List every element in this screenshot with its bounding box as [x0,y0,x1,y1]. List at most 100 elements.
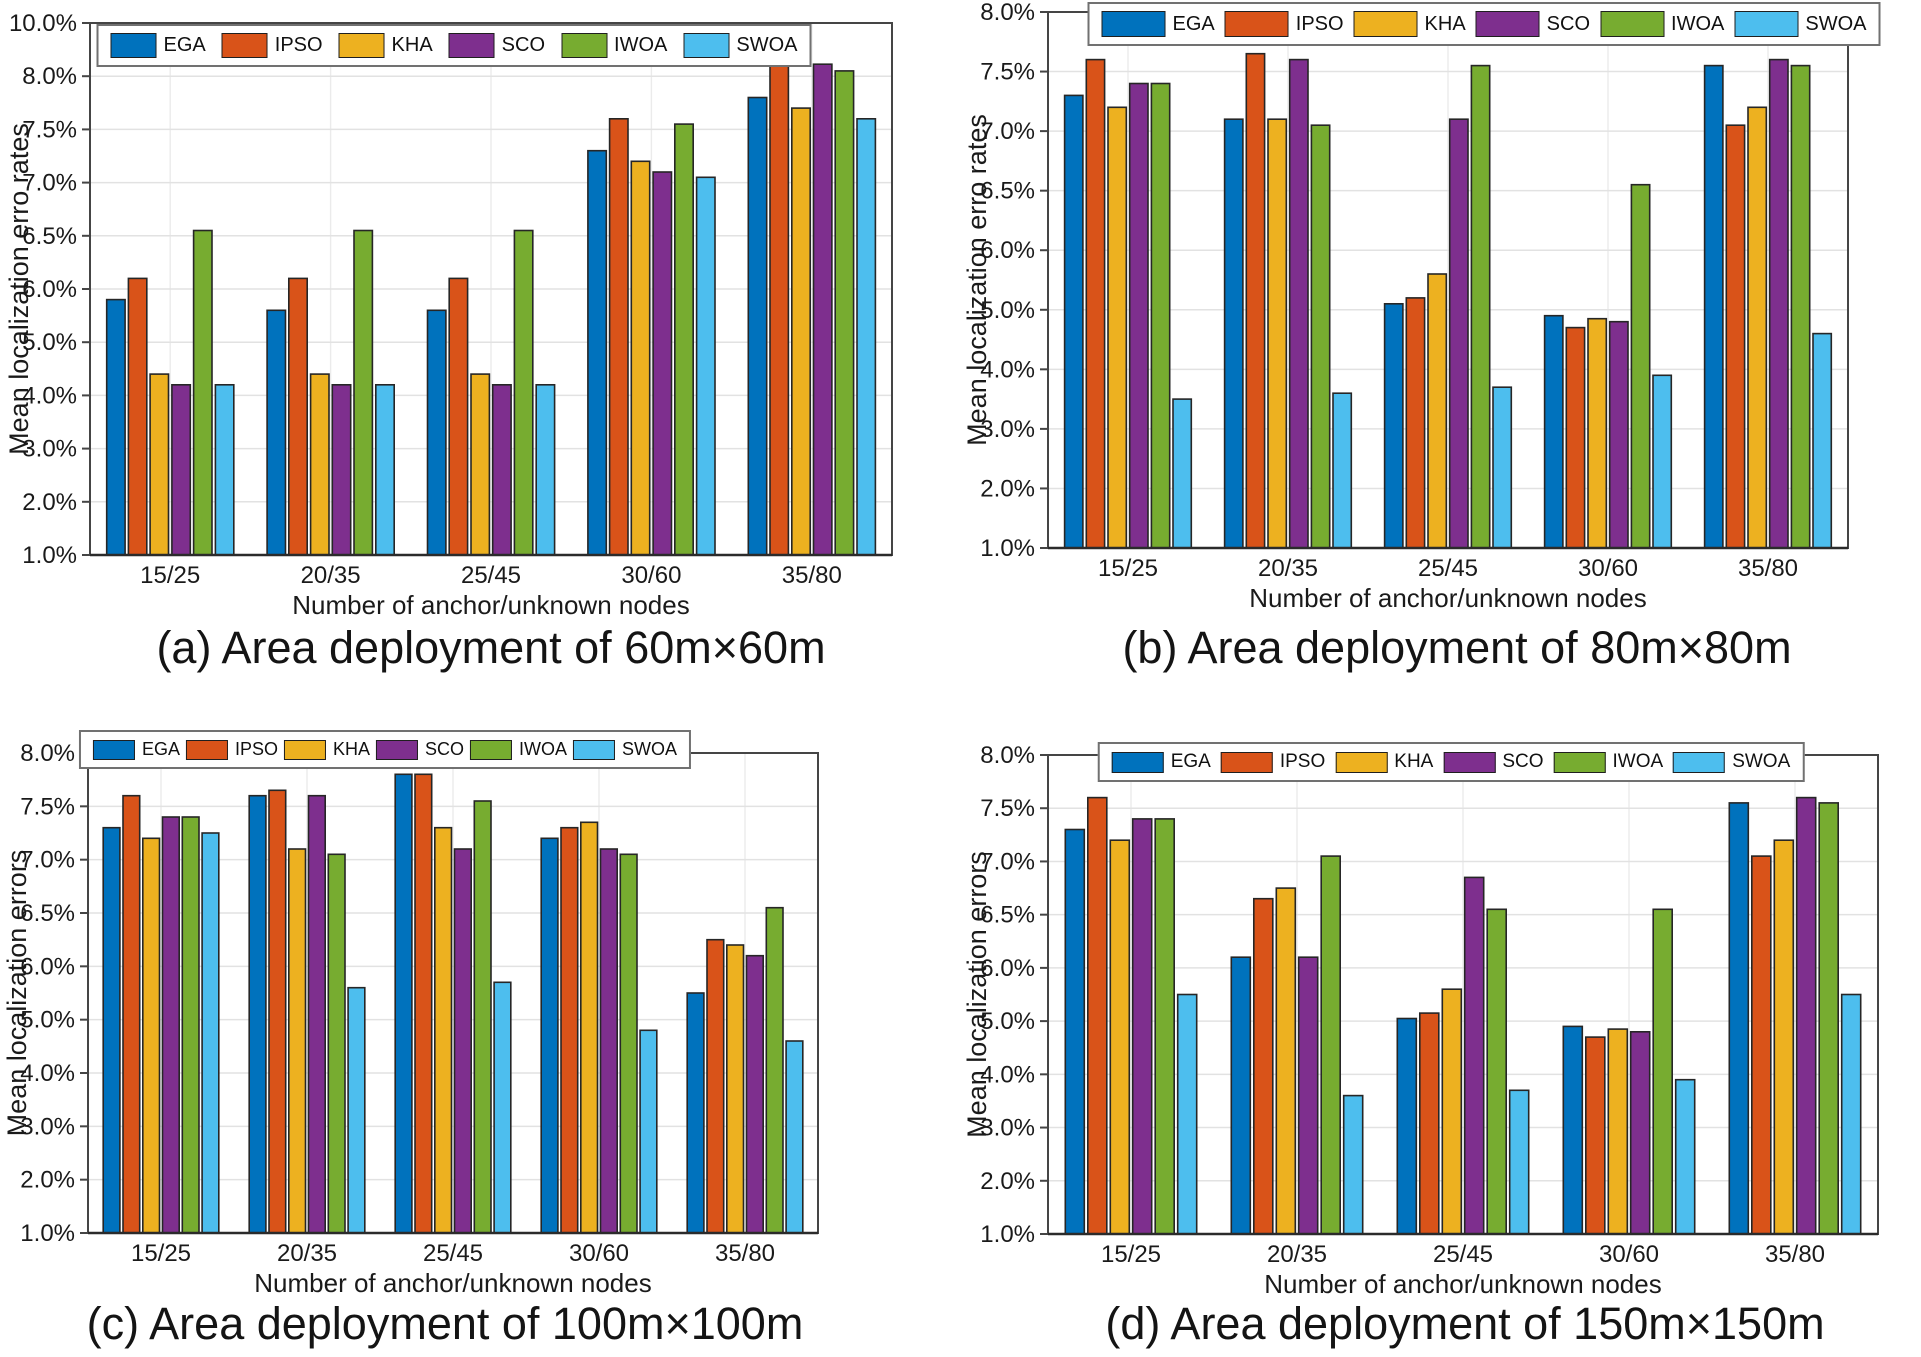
bar-KHA-20/35 [1267,118,1288,549]
bar-EGA-15/25 [102,826,121,1234]
y-tick-label: 6.5% [980,902,1035,929]
y-axis-title: Mean localization erro rates [962,114,992,446]
y-tick-label: 4.0% [980,1061,1035,1088]
bar-IWOA-30/60 [673,123,694,556]
bar-SCO-25/45 [453,848,473,1234]
legend-swatch-IPSO [221,33,268,58]
y-tick-label: 7.5% [980,59,1035,86]
legend-label-EGA: EGA [1170,751,1211,772]
bar-SCO-35/80 [812,63,833,556]
legend-label-SWOA: SWOA [736,34,798,56]
legend-label-SWOA: SWOA [1732,751,1791,772]
y-tick-label: 5.0% [980,297,1035,324]
bar-IWOA-30/60 [1630,183,1651,549]
legend-label-EGA: EGA [163,34,206,56]
y-tick-label: 8.0% [980,0,1035,26]
y-tick-label: 5.0% [980,1008,1035,1035]
bar-IPSO-15/25 [122,794,141,1234]
bar-IWOA-35/80 [1818,802,1840,1235]
bar-KHA-25/45 [1427,273,1448,549]
bar-EGA-30/60 [1562,1025,1584,1235]
y-tick-label: 7.5% [20,793,75,820]
x-tick-label: 30/60 [1578,555,1638,582]
y-tick-label: 6.5% [20,900,75,927]
legend-item-IPSO: IPSO [1220,751,1325,773]
bar-SWOA-25/45 [493,981,512,1234]
bar-SWOA-35/80 [785,1040,804,1234]
bar-SWOA-20/35 [1342,1094,1364,1235]
bar-IPSO-15/25 [127,277,148,556]
y-tick-label: 1.0% [980,535,1035,562]
bar-KHA-20/35 [1275,887,1297,1235]
bar-EGA-35/80 [1703,64,1724,549]
bar-SWOA-30/60 [639,1029,658,1234]
bar-SWOA-25/45 [535,383,556,556]
bar-SCO-15/25 [1131,818,1153,1235]
bar-IWOA-25/45 [513,229,534,556]
y-tick-label: 8.0% [20,740,75,767]
bar-IPSO-20/35 [287,277,308,556]
bar-IWOA-25/45 [1486,908,1508,1235]
legend-swatch-EGA [92,739,135,760]
bar-EGA-15/25 [1063,94,1084,549]
x-tick-label: 25/45 [1433,1241,1493,1268]
x-axis-title: Number of anchor/unknown nodes [1249,583,1646,613]
y-tick-label: 7.0% [980,118,1035,145]
bar-KHA-20/35 [309,373,330,556]
legend-label-IWOA: IWOA [614,34,668,56]
bar-IPSO-35/80 [1725,124,1746,549]
bar-KHA-30/60 [579,821,599,1234]
bar-KHA-35/80 [1747,106,1768,549]
bar-KHA-25/45 [1441,988,1463,1235]
y-tick-label: 1.0% [20,1220,75,1247]
bar-SWOA-20/35 [347,986,366,1234]
y-axis-title: Mean localization errors [962,851,992,1138]
legend-swatch-SCO [376,739,419,760]
y-tick-label: 8.0% [22,63,77,90]
bar-SWOA-35/80 [856,118,877,556]
bar-SWOA-15/25 [201,832,220,1234]
legend-label-SCO: SCO [1546,12,1591,35]
bar-IPSO-35/80 [769,63,790,556]
bar-IPSO-30/60 [1584,1036,1606,1235]
legend-item-KHA: KHA [1335,751,1433,773]
y-tick-label: 6.5% [22,223,77,250]
bar-IPSO-25/45 [1405,297,1426,549]
bar-SCO-30/60 [1629,1030,1651,1235]
x-tick-label: 35/80 [782,562,842,589]
y-tick-label: 3.0% [980,1115,1035,1142]
legend-item-SCO: SCO [376,739,464,760]
y-tick-label: 5.0% [22,329,77,356]
bar-SWOA-35/80 [1812,332,1833,549]
legend-swatch-SCO [1443,751,1496,773]
bar-KHA-30/60 [1587,317,1608,549]
bar-SWOA-25/45 [1492,386,1513,549]
legend-label-EGA: EGA [1172,12,1215,35]
x-tick-label: 25/45 [423,1240,483,1267]
y-tick-label: 2.0% [980,1168,1035,1195]
bar-KHA-35/80 [725,944,745,1234]
bar-IWOA-20/35 [1310,124,1331,549]
legend-swatch-IPSO [1224,11,1289,37]
legend-item-SCO: SCO [1475,11,1591,37]
legend-item-EGA: EGA [1111,751,1211,773]
bar-SCO-20/35 [1288,58,1309,549]
y-tick-label: 3.0% [22,436,77,463]
y-tick-label: 6.0% [980,955,1035,982]
legend-item-KHA: KHA [283,739,370,760]
bar-EGA-25/45 [1396,1017,1418,1235]
bar-IWOA-15/25 [181,816,200,1234]
bar-IWOA-15/25 [1150,82,1171,549]
bar-IWOA-25/45 [1470,64,1491,549]
legend-swatch-IPSO [185,739,228,760]
bar-SWOA-20/35 [374,383,395,556]
bar-KHA-30/60 [1607,1028,1629,1235]
bar-IWOA-35/80 [834,70,855,556]
legend-item-EGA: EGA [1101,11,1215,37]
legend-label-IPSO: IPSO [234,739,278,759]
bar-IWOA-30/60 [619,853,638,1234]
bar-EGA-35/80 [686,992,705,1234]
y-tick-label: 2.0% [20,1167,75,1194]
y-tick-label: 7.5% [980,795,1035,822]
legend-item-IPSO: IPSO [221,33,323,58]
